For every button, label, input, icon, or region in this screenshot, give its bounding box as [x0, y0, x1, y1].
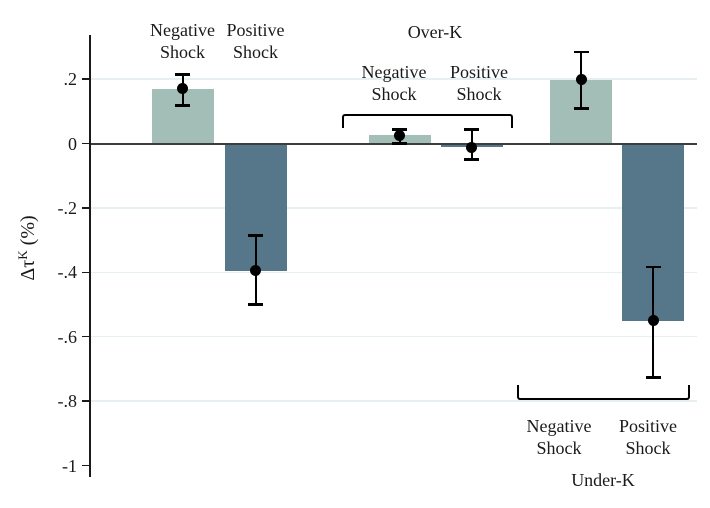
- bar-label-positive-shock-group3: Positive Shock: [618, 416, 677, 458]
- point-estimate-dot: [466, 141, 477, 153]
- y-tick: [82, 400, 89, 402]
- y-gridline: [91, 400, 697, 402]
- y-tick: [82, 271, 89, 274]
- y-gridline: [91, 207, 697, 209]
- error-bar-cap-top: [248, 234, 263, 237]
- error-bar-cap-bottom: [248, 303, 263, 306]
- point-estimate-dot: [177, 83, 188, 95]
- group-title-under-k: Under-K: [571, 470, 635, 490]
- error-bar-cap-top: [175, 73, 190, 76]
- error-bar-cap-bottom: [175, 104, 190, 107]
- y-tick-label: -.2: [57, 197, 78, 218]
- point-estimate-dot: [647, 315, 659, 327]
- y-gridline: [91, 335, 697, 338]
- y-tick-label: 0: [68, 133, 77, 154]
- bar-label-negative-shock-group1: Negative Shock: [150, 20, 215, 62]
- bar-label-positive-shock-group1: Positive Shock: [226, 20, 285, 62]
- y-tick: [82, 335, 89, 338]
- bar-label-positive-shock-group2: Positive Shock: [449, 62, 508, 104]
- y-gridline: [91, 78, 697, 80]
- point-estimate-dot: [575, 74, 587, 86]
- y-tick: [82, 78, 89, 80]
- y-axis-title: ΔτK (%): [11, 168, 39, 328]
- error-bar-cap-top: [573, 50, 589, 54]
- y-tick-label: -.6: [57, 326, 78, 347]
- point-estimate-dot: [394, 129, 405, 141]
- error-bar-cap-bottom: [392, 142, 407, 145]
- error-bar-cap-top: [645, 265, 661, 268]
- y-tick-label: -.4: [57, 262, 78, 283]
- error-bar-cap-bottom: [645, 376, 661, 379]
- y-tick: [82, 142, 89, 145]
- group-title-over-k: Over-K: [407, 22, 463, 42]
- group-bracket-over-k: [342, 114, 513, 128]
- error-bar-cap-bottom: [573, 107, 589, 110]
- y-axis-title-superscript: K: [15, 250, 30, 260]
- y-axis-title-units: (%): [17, 215, 39, 251]
- point-estimate-dot: [250, 265, 261, 277]
- error-bar-cap-bottom: [464, 158, 479, 161]
- y-tick: [82, 464, 89, 467]
- group-bracket-under-k: [517, 385, 690, 400]
- y-tick-label: -.8: [57, 391, 78, 412]
- bar-label-negative-shock-group3: Negative Shock: [526, 416, 592, 458]
- y-tick-label: -1: [62, 455, 77, 476]
- y-axis-line: [89, 35, 91, 477]
- y-tick: [82, 207, 89, 209]
- bar-label-negative-shock-group2: Negative Shock: [361, 62, 427, 104]
- error-bar-cap-top: [464, 128, 479, 131]
- y-gridline: [91, 271, 697, 274]
- y-tick-label: .2: [63, 69, 78, 90]
- error-bar-cap-top: [392, 128, 407, 131]
